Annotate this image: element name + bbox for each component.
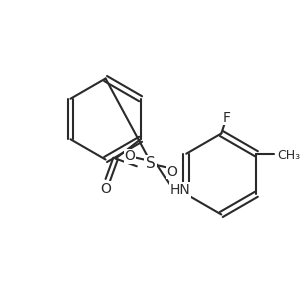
Text: O: O xyxy=(167,165,178,179)
Text: F: F xyxy=(222,111,230,125)
Text: O: O xyxy=(100,182,111,196)
Text: HN: HN xyxy=(170,183,190,197)
Text: O: O xyxy=(124,149,135,163)
Text: CH₃: CH₃ xyxy=(278,149,301,162)
Text: S: S xyxy=(146,156,156,171)
